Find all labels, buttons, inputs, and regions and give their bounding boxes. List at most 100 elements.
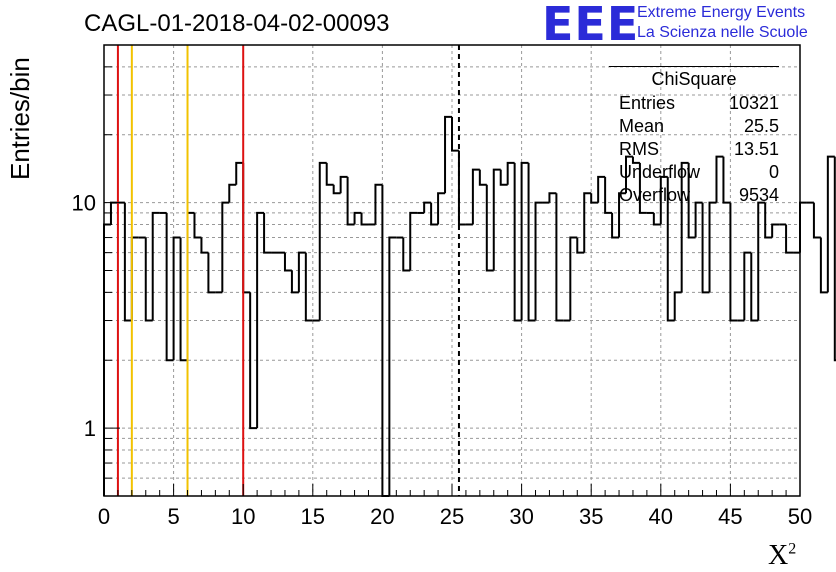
histogram-bin (221, 201, 230, 293)
histogram-bin (666, 176, 675, 322)
histogram-bin (402, 237, 411, 272)
histogram-bin (346, 176, 355, 226)
histogram-bin (826, 155, 835, 293)
histogram-bin (771, 223, 780, 238)
histogram-bin (569, 236, 578, 321)
x-tick-label: 35 (579, 504, 603, 529)
histogram-bin (708, 201, 717, 293)
histogram-bin (304, 252, 313, 322)
histogram-bin (374, 183, 383, 225)
histogram-bin (451, 116, 459, 152)
histogram-bin (471, 168, 480, 225)
stat-value: 0 (768, 162, 779, 182)
reference-lines (116, 45, 460, 496)
histogram-bin (325, 162, 334, 186)
histogram-bin (513, 162, 522, 322)
histogram-bin (604, 176, 613, 214)
histogram-bin (109, 201, 118, 225)
histogram-bin (757, 201, 766, 321)
histogram-bin (673, 291, 682, 321)
x-tick-label: 15 (301, 504, 325, 529)
x-tick-label: 0 (98, 504, 110, 529)
stat-value: 13.51 (733, 139, 779, 159)
histogram-bin (799, 201, 807, 253)
histogram-bin (548, 192, 557, 203)
stat-value: 25.5 (743, 116, 779, 136)
x-tick-label: 50 (788, 504, 812, 529)
histogram-bin (680, 161, 689, 293)
histogram-bin (263, 212, 272, 254)
histogram-bin (659, 175, 668, 225)
histogram-bin (555, 193, 564, 322)
histogram-bin (193, 212, 202, 239)
histogram-bin (722, 156, 731, 204)
histogram-bin (200, 237, 209, 254)
histogram-bin (520, 161, 529, 321)
histogram-bin (283, 252, 292, 272)
stat-value: 10321 (728, 93, 779, 113)
x-tick-label: 40 (649, 504, 673, 529)
stat-value: 9534 (738, 185, 779, 205)
histogram-bin (492, 168, 501, 271)
histogram-bin (381, 184, 390, 497)
x-tick-label: 25 (440, 504, 464, 529)
chart-marks (103, 115, 836, 497)
logo-line-2: La Scienza nelle Scuole (637, 24, 808, 41)
histogram-bin (256, 211, 265, 429)
histogram-bin (485, 184, 494, 272)
histogram-bin (590, 193, 599, 204)
histogram-bin (388, 236, 397, 496)
histogram-bin (297, 251, 306, 293)
histogram-bin (318, 161, 327, 321)
histogram-bin (179, 237, 188, 362)
histogram-bin (812, 202, 821, 239)
histogram-bin (478, 169, 487, 186)
histogram-bin (652, 212, 661, 226)
x-tick-label: 45 (718, 504, 742, 529)
histogram-bin (290, 270, 299, 294)
histogram-bin (611, 212, 620, 239)
histogram-bin (785, 224, 794, 254)
histogram-bin (207, 252, 216, 294)
stat-key: Overflow (619, 185, 691, 205)
histogram-bin (130, 236, 139, 321)
stat-key: RMS (619, 139, 659, 159)
histogram-bin (360, 212, 369, 226)
histogram-bin (353, 211, 362, 225)
x-tick-label: 20 (370, 504, 394, 529)
stat-key: Underflow (619, 162, 701, 182)
histogram-bin (151, 211, 160, 321)
histogram-bin (123, 202, 132, 322)
histogram-bin (534, 201, 543, 321)
histogram-bin (444, 115, 452, 194)
histogram-bin (437, 192, 446, 225)
histogram-bin (694, 201, 703, 238)
histogram-bin (409, 211, 418, 271)
histogram-bin (430, 202, 439, 226)
histogram-bin (242, 162, 251, 294)
histogram-bin (638, 162, 647, 214)
histogram-bin (687, 162, 696, 239)
histogram-bin (499, 169, 508, 186)
stats-title: ChiSquare (651, 69, 737, 89)
histogram-bin (743, 251, 752, 321)
x-tick-label: 5 (167, 504, 179, 529)
y-tick-label: 1 (84, 416, 96, 441)
histogram-bin (715, 155, 724, 203)
histogram-bin (186, 211, 195, 361)
histogram-bin (819, 237, 828, 294)
histogram-bin (701, 202, 710, 294)
histogram-bin (833, 156, 836, 362)
x-tick-label: 30 (509, 504, 533, 529)
histogram-bin (332, 184, 341, 195)
stats-box: ChiSquare Entries 10321 Mean 25.5 RMS 13… (609, 66, 779, 205)
histogram-bin (165, 212, 174, 362)
stat-key: Entries (619, 93, 676, 113)
histogram-bin (750, 252, 759, 322)
histogram-bin (339, 175, 348, 194)
histogram-bin (172, 236, 181, 361)
x-tick-label: 10 (231, 504, 255, 529)
axes: 0 5 10 15 20 25 30 35 40 45 50 1 10 (72, 66, 812, 529)
histogram-bin (764, 202, 773, 239)
